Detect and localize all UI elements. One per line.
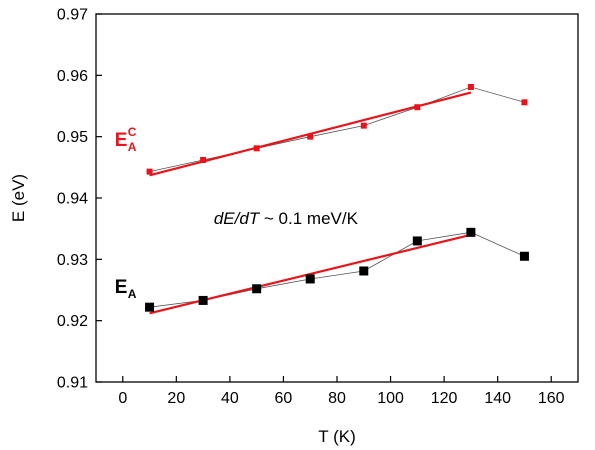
y-tick-label: 0.93 xyxy=(57,252,88,269)
data-point xyxy=(253,145,260,152)
y-tick-label: 0.91 xyxy=(57,375,88,392)
y-tick-label: 0.95 xyxy=(57,129,88,146)
data-point xyxy=(359,266,369,276)
series-connector-line xyxy=(149,86,525,172)
x-tick-label: 40 xyxy=(221,390,239,407)
y-axis-title: E (eV) xyxy=(9,174,28,222)
data-layer: E ACE A xyxy=(115,83,529,315)
y-tick-label: 0.92 xyxy=(57,313,88,330)
linear-fit-line xyxy=(149,233,472,315)
data-point xyxy=(198,295,208,305)
data-point xyxy=(467,83,474,90)
data-point xyxy=(252,284,262,294)
y-tick-label: 0.96 xyxy=(57,68,88,85)
series-label-subscript: A xyxy=(128,287,137,301)
y-tick-label: 0.97 xyxy=(57,7,88,24)
slope-annotation-italic: dE/dT xyxy=(214,209,261,228)
data-point xyxy=(466,227,476,237)
y-tick-label: 0.94 xyxy=(57,191,88,208)
series-ea-c: E AC xyxy=(115,83,528,177)
x-tick-label: 160 xyxy=(538,390,565,407)
series-label: E xyxy=(115,130,128,151)
data-point xyxy=(360,122,367,129)
slope-annotation: dE/dT ~ 0.1 meV/K xyxy=(214,209,359,228)
x-tick-label: 0 xyxy=(118,390,127,407)
plot-frame xyxy=(95,13,579,383)
data-point xyxy=(145,302,155,312)
x-tick-label: 60 xyxy=(275,390,293,407)
data-point xyxy=(521,99,528,106)
x-tick-label: 80 xyxy=(328,390,346,407)
data-point xyxy=(412,236,422,246)
tick-layer: 0 20 40 60 80 100 120 140 160 0.91 0.92 0.93 0.94 0.9… xyxy=(57,7,565,408)
data-point xyxy=(146,168,153,175)
data-point xyxy=(519,251,529,261)
x-tick-label: 100 xyxy=(377,390,404,407)
x-axis-title: T (K) xyxy=(318,427,355,446)
series-label: E xyxy=(115,277,128,298)
series-label-subscript: A xyxy=(128,140,137,154)
data-point xyxy=(307,133,314,140)
x-tick-label: 140 xyxy=(484,390,511,407)
data-point xyxy=(305,274,315,284)
data-point xyxy=(414,104,421,111)
data-point xyxy=(200,156,207,163)
slope-annotation-value: ~ 0.1 meV/K xyxy=(259,209,358,228)
x-tick-label: 20 xyxy=(167,390,185,407)
series-label-superscript: C xyxy=(128,125,137,139)
x-tick-label: 120 xyxy=(431,390,458,407)
